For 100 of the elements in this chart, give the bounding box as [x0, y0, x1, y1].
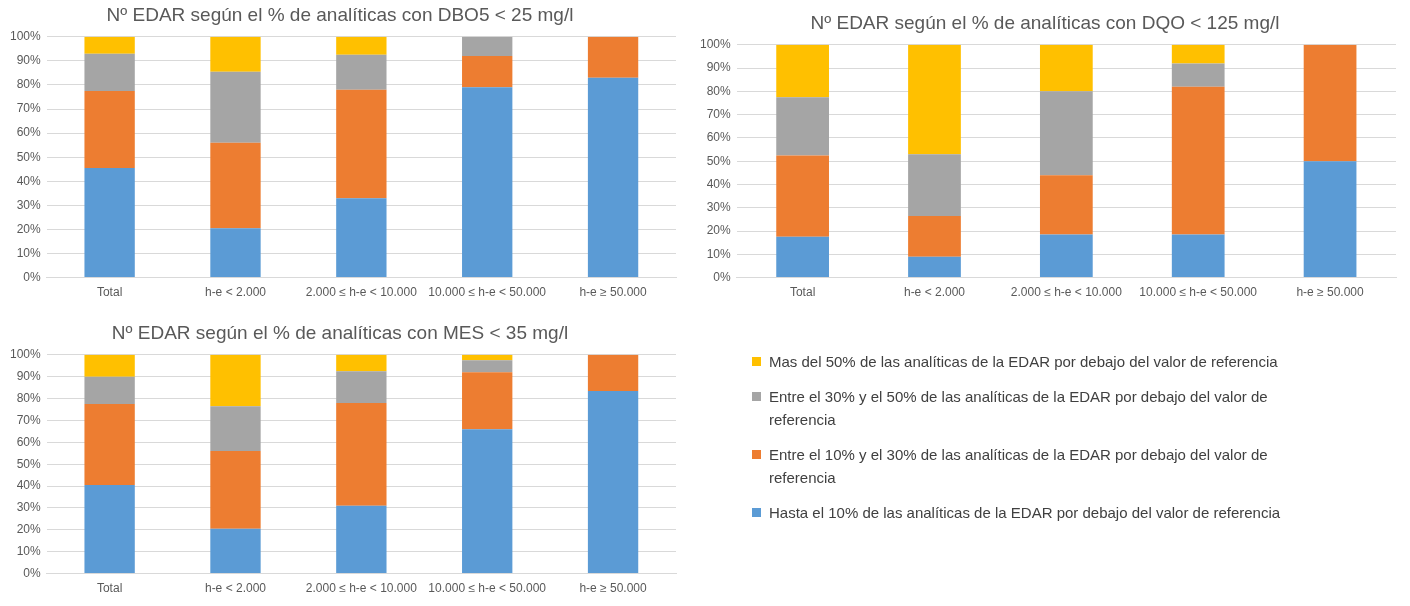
- y-tick-label: 60%: [16, 125, 42, 140]
- bar: [336, 505, 387, 574]
- bar: [587, 36, 639, 78]
- x-tick-label: 2.000 ≤ h-e < 10.000: [1010, 285, 1123, 300]
- bar: [462, 372, 513, 430]
- y-tick-label: 100%: [9, 29, 42, 44]
- y-tick-label: 10%: [16, 245, 42, 260]
- bar: [84, 53, 135, 91]
- x-tick-label: h-e < 2.000: [903, 285, 966, 300]
- y-tick-label: 40%: [16, 478, 42, 493]
- y-tick-label: 70%: [706, 106, 732, 121]
- bar: [84, 90, 135, 169]
- x-tick-label: h-e ≥ 50.000: [579, 581, 648, 596]
- bar: [84, 36, 135, 54]
- y-tick-label: 80%: [16, 390, 42, 405]
- bar: [210, 142, 261, 229]
- bar: [776, 97, 829, 156]
- bar: [776, 44, 829, 98]
- bar: [908, 256, 961, 278]
- bar: [462, 36, 513, 57]
- y-tick-label: 70%: [16, 412, 42, 427]
- y-tick-label: 30%: [706, 200, 732, 215]
- bar: [1039, 44, 1093, 92]
- bar: [1303, 44, 1357, 162]
- bar: [210, 36, 261, 72]
- bar: [210, 406, 261, 452]
- x-tick-label: Total: [96, 581, 123, 596]
- y-tick-label: 10%: [706, 246, 732, 261]
- bar: [84, 168, 135, 278]
- y-tick-label: 0%: [713, 269, 732, 284]
- y-tick-label: 40%: [16, 173, 42, 188]
- bar: [336, 402, 387, 506]
- x-tick-label: 10.000 ≤ h-e < 50.000: [428, 581, 547, 596]
- y-tick-label: 80%: [706, 83, 732, 98]
- bar: [908, 44, 961, 155]
- legend-label: Entre el 10% y el 30% de las analíticas de la EDAR por debajo del valor de referencia: [769, 445, 1269, 488]
- x-tick-label: h-e < 2.000: [204, 285, 267, 300]
- y-tick-label: 50%: [706, 153, 732, 168]
- bar: [210, 451, 261, 529]
- bar: [336, 354, 387, 372]
- bar: [1039, 91, 1093, 176]
- bar: [587, 390, 639, 574]
- y-tick-label: 0%: [23, 565, 42, 580]
- bar: [908, 215, 961, 257]
- y-tick-label: 60%: [16, 434, 42, 449]
- y-tick-label: 70%: [16, 101, 42, 116]
- bar: [908, 154, 961, 216]
- x-tick-label: 2.000 ≤ h-e < 10.000: [305, 285, 418, 300]
- bar: [776, 236, 829, 278]
- y-tick-label: 50%: [16, 149, 42, 164]
- y-tick-label: 20%: [16, 522, 42, 537]
- x-tick-label: h-e ≥ 50.000: [1296, 285, 1365, 300]
- bar: [776, 155, 829, 237]
- y-tick-label: 90%: [706, 60, 732, 75]
- y-tick-label: 20%: [706, 223, 732, 238]
- bar: [462, 87, 513, 278]
- bar: [84, 376, 135, 405]
- y-tick-label: 40%: [706, 176, 732, 191]
- bar: [210, 71, 261, 143]
- x-tick-label: 10.000 ≤ h-e < 50.000: [428, 285, 547, 300]
- bar: [1039, 175, 1093, 235]
- y-tick-label: 100%: [9, 347, 42, 362]
- bar: [587, 354, 639, 391]
- bar: [210, 354, 261, 407]
- bar: [84, 484, 135, 574]
- y-tick-label: 50%: [16, 456, 42, 471]
- bar: [210, 228, 261, 278]
- x-tick-label: h-e ≥ 50.000: [579, 285, 648, 300]
- y-tick-label: 10%: [16, 544, 42, 559]
- y-tick-label: 30%: [16, 197, 42, 212]
- bar: [210, 528, 261, 574]
- legend-label: Hasta el 10% de las analíticas de la EDAR por debajo del valor de referencia: [769, 503, 1281, 523]
- x-tick-label: Total: [96, 285, 123, 300]
- bar: [1171, 63, 1225, 87]
- chart-title: Nº EDAR según el % de analíticas con MES < 35 mg/l: [111, 321, 569, 343]
- x-tick-label: 10.000 ≤ h-e < 50.000: [1139, 285, 1258, 300]
- bar: [1039, 234, 1093, 278]
- legend-label: Mas del 50% de las analíticas de la EDAR por debajo del valor de referencia: [769, 352, 1278, 372]
- x-tick-label: Total: [789, 285, 816, 300]
- chart-title: Nº EDAR según el % de analíticas con DQO < 125 mg/l: [810, 11, 1280, 33]
- bar: [336, 198, 387, 278]
- y-tick-label: 100%: [699, 37, 732, 52]
- legend-label: Entre el 30% y el 50% de las analíticas de la EDAR por debajo del valor de referencia: [769, 387, 1269, 430]
- x-tick-label: 2.000 ≤ h-e < 10.000: [305, 581, 418, 596]
- bar: [462, 354, 513, 361]
- bar: [84, 404, 135, 485]
- bar: [462, 429, 513, 574]
- bar: [1303, 161, 1357, 278]
- bar: [462, 56, 513, 88]
- bar: [1171, 44, 1225, 64]
- y-tick-label: 30%: [16, 500, 42, 515]
- y-tick-label: 0%: [23, 269, 42, 284]
- y-tick-label: 80%: [16, 77, 42, 92]
- bar: [1171, 86, 1225, 235]
- y-tick-label: 20%: [16, 221, 42, 236]
- bar: [336, 89, 387, 199]
- chart-title: Nº EDAR según el % de analíticas con DBO5 < 25 mg/l: [106, 3, 574, 25]
- bar: [587, 77, 639, 278]
- y-tick-label: 90%: [16, 53, 42, 68]
- bar: [84, 354, 135, 377]
